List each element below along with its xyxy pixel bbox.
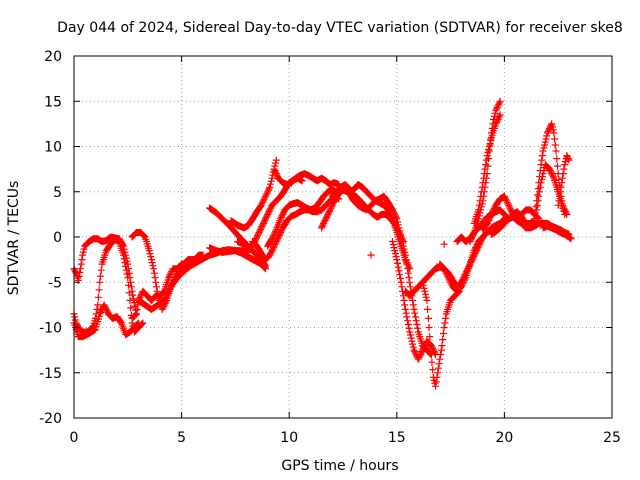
x-tick-label: 5 — [177, 430, 186, 446]
axis-ticks: 0 5 10 15 20 25 -20 -15 -10 -5 0 5 10 15 20 — [39, 49, 621, 446]
x-tick-label: 0 — [70, 430, 79, 446]
y-tick-label: 0 — [53, 230, 62, 246]
series-trace-20 — [436, 215, 513, 291]
series-trace-07 — [206, 244, 269, 273]
series-trace-13 — [270, 165, 343, 188]
data-series — [70, 97, 575, 390]
y-tick-label: 15 — [44, 94, 62, 110]
chart-title: Day 044 of 2024, Sidereal Day-to-day VTE… — [57, 20, 623, 36]
isolated-point — [333, 194, 340, 202]
x-tick-label: 25 — [603, 430, 621, 446]
x-axis-label: GPS time / hours — [281, 458, 398, 474]
x-tick-label: 20 — [495, 430, 513, 446]
y-tick-label: 5 — [53, 185, 62, 201]
series-trace-28 — [554, 152, 573, 209]
y-tick-label: -15 — [39, 366, 62, 382]
series-trace-19 — [419, 278, 463, 390]
series-trace-23 — [470, 111, 504, 227]
y-tick-label: 10 — [44, 140, 62, 156]
y-tick-label: 20 — [44, 49, 62, 65]
series-trace-29 — [539, 222, 575, 243]
y-axis-label: SDTVAR / TECUs — [6, 181, 22, 296]
isolated-point — [367, 251, 375, 259]
y-tick-label: -10 — [39, 321, 62, 337]
y-tick-label: -5 — [48, 275, 62, 291]
y-tick-label: -20 — [39, 411, 62, 427]
series-trace-27 — [533, 161, 571, 218]
isolated-point — [440, 240, 448, 248]
series-trace-16 — [341, 181, 435, 359]
x-tick-label: 15 — [388, 430, 406, 446]
series-trace-09 — [227, 156, 280, 232]
x-tick-label: 10 — [280, 430, 298, 446]
